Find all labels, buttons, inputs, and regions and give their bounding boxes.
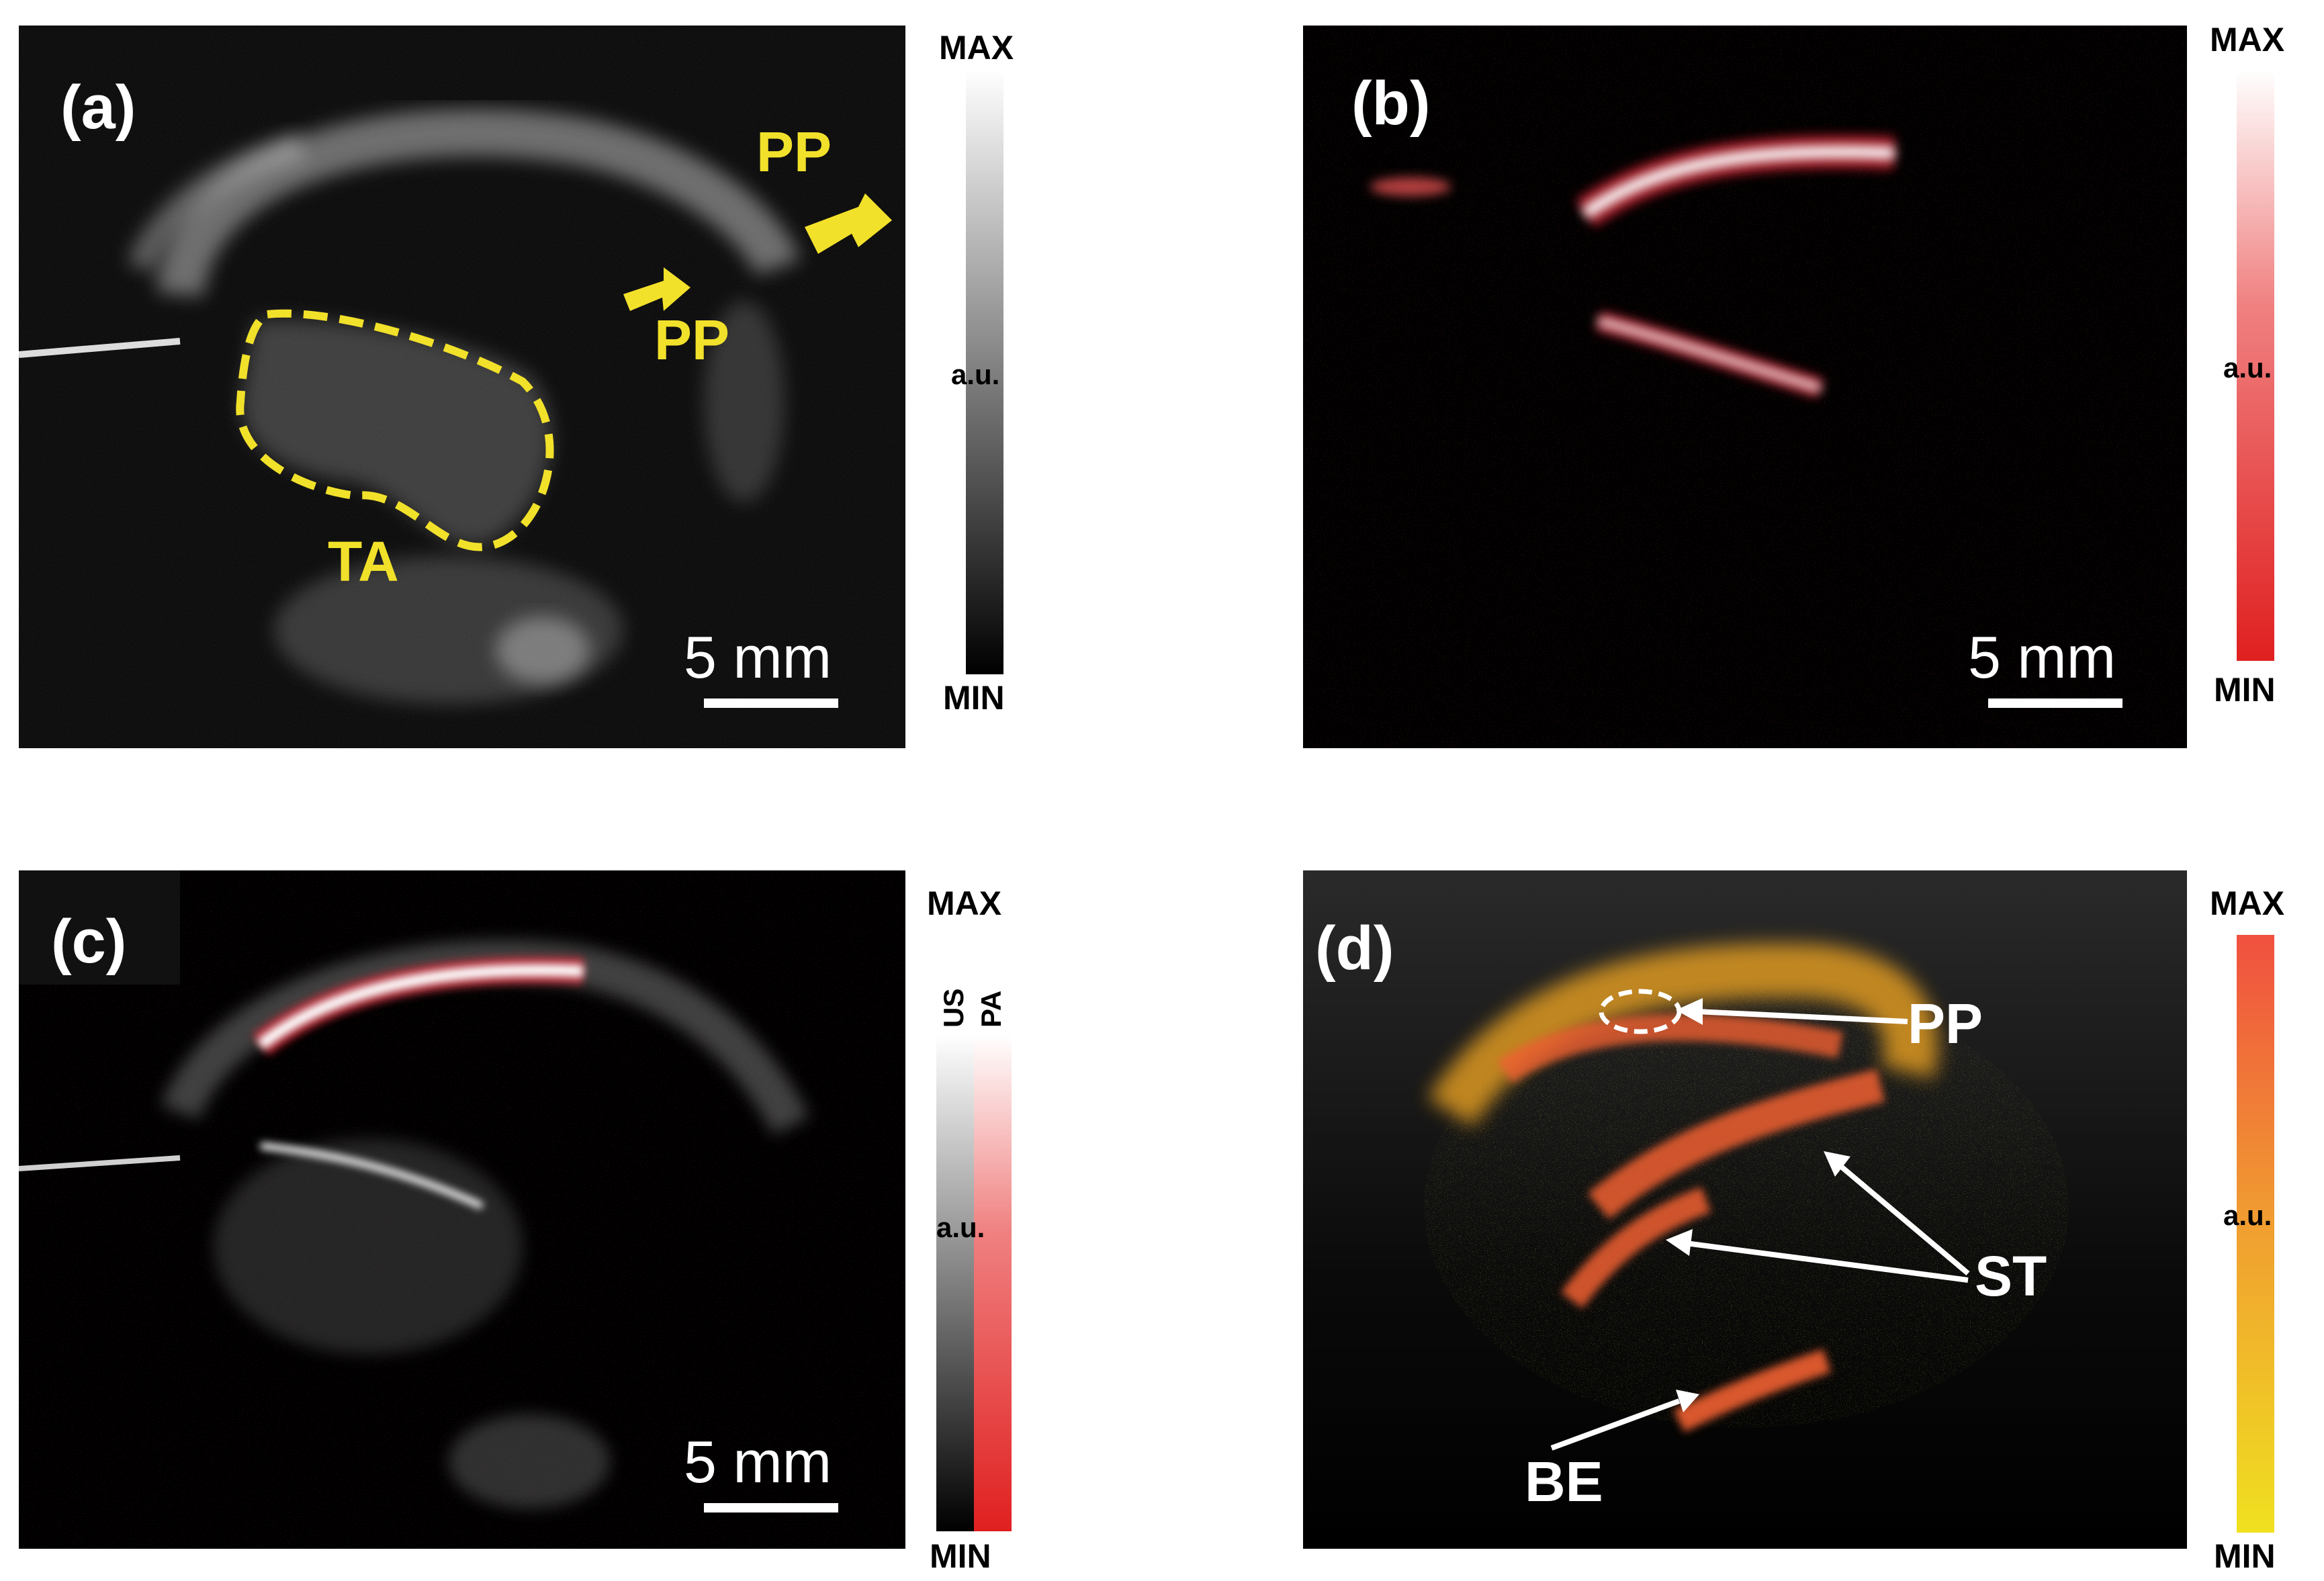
colorbar-d-min: MIN xyxy=(2214,1537,2276,1575)
scale-bar-label: 5 mm xyxy=(684,624,832,690)
arrow-icon xyxy=(1550,998,1970,1451)
colorbar-b-max: MAX xyxy=(2210,21,2285,58)
colorbar-c-pa-label: PA xyxy=(975,990,1007,1028)
pp-label: PP xyxy=(1908,992,1983,1055)
pp-label-lower: PP xyxy=(654,308,730,371)
panel-b-label: (b) xyxy=(1351,69,1431,138)
scale-bar xyxy=(704,1503,838,1512)
colorbar-c-us-label: US xyxy=(938,988,969,1028)
panel-c-label: (c) xyxy=(51,907,127,976)
be-label: BE xyxy=(1525,1450,1603,1513)
colorbar-a xyxy=(966,70,1003,674)
arrow-icon xyxy=(623,193,892,311)
colorbar-b-mid: a.u. xyxy=(2223,352,2272,383)
colorbar-a-max: MAX xyxy=(939,29,1014,66)
colorbar-d-max: MAX xyxy=(2210,885,2285,922)
photoacoustic-image-b xyxy=(1303,26,2187,748)
colorbar-d xyxy=(2237,935,2274,1533)
panel-c-overlay-image: (c) 5 mm xyxy=(19,870,905,1549)
colorbar-c-pa xyxy=(974,1034,1012,1531)
panel-a-label: (a) xyxy=(60,73,136,142)
st-label: ST xyxy=(1975,1245,2047,1308)
scale-bar-label: 5 mm xyxy=(684,1429,832,1495)
panel-b-photoacoustic-image: (b) 5 mm xyxy=(1303,26,2187,748)
colorbar-c-us xyxy=(936,1034,974,1531)
panel-d-3d-render: (d) PP ST BE xyxy=(1303,870,2187,1549)
colorbar-a-mid: a.u. xyxy=(951,359,1000,390)
scale-bar xyxy=(704,698,838,708)
colorbar-b xyxy=(2237,70,2274,661)
scale-bar xyxy=(1988,698,2122,708)
pp-label-upper: PP xyxy=(756,120,832,183)
volume-render-d xyxy=(1424,943,2069,1451)
colorbar-d-mid: a.u. xyxy=(2223,1200,2272,1231)
ta-label: TA xyxy=(328,530,399,593)
scale-bar-label: 5 mm xyxy=(1968,624,2116,690)
colorbar-c-mid: a.u. xyxy=(936,1212,985,1243)
tumor-outline xyxy=(236,309,554,551)
ultrasound-image-a xyxy=(19,26,905,748)
colorbar-c-min: MIN xyxy=(930,1537,991,1575)
colorbar-c-max: MAX xyxy=(927,885,1002,922)
panel-a-ultrasound-image: (a) PP PP TA 5 mm xyxy=(19,26,905,748)
panel-d-label: (d) xyxy=(1315,914,1394,983)
colorbar-b-min: MIN xyxy=(2214,671,2276,709)
colorbar-a-min: MIN xyxy=(943,679,1005,717)
label-background xyxy=(19,870,180,985)
